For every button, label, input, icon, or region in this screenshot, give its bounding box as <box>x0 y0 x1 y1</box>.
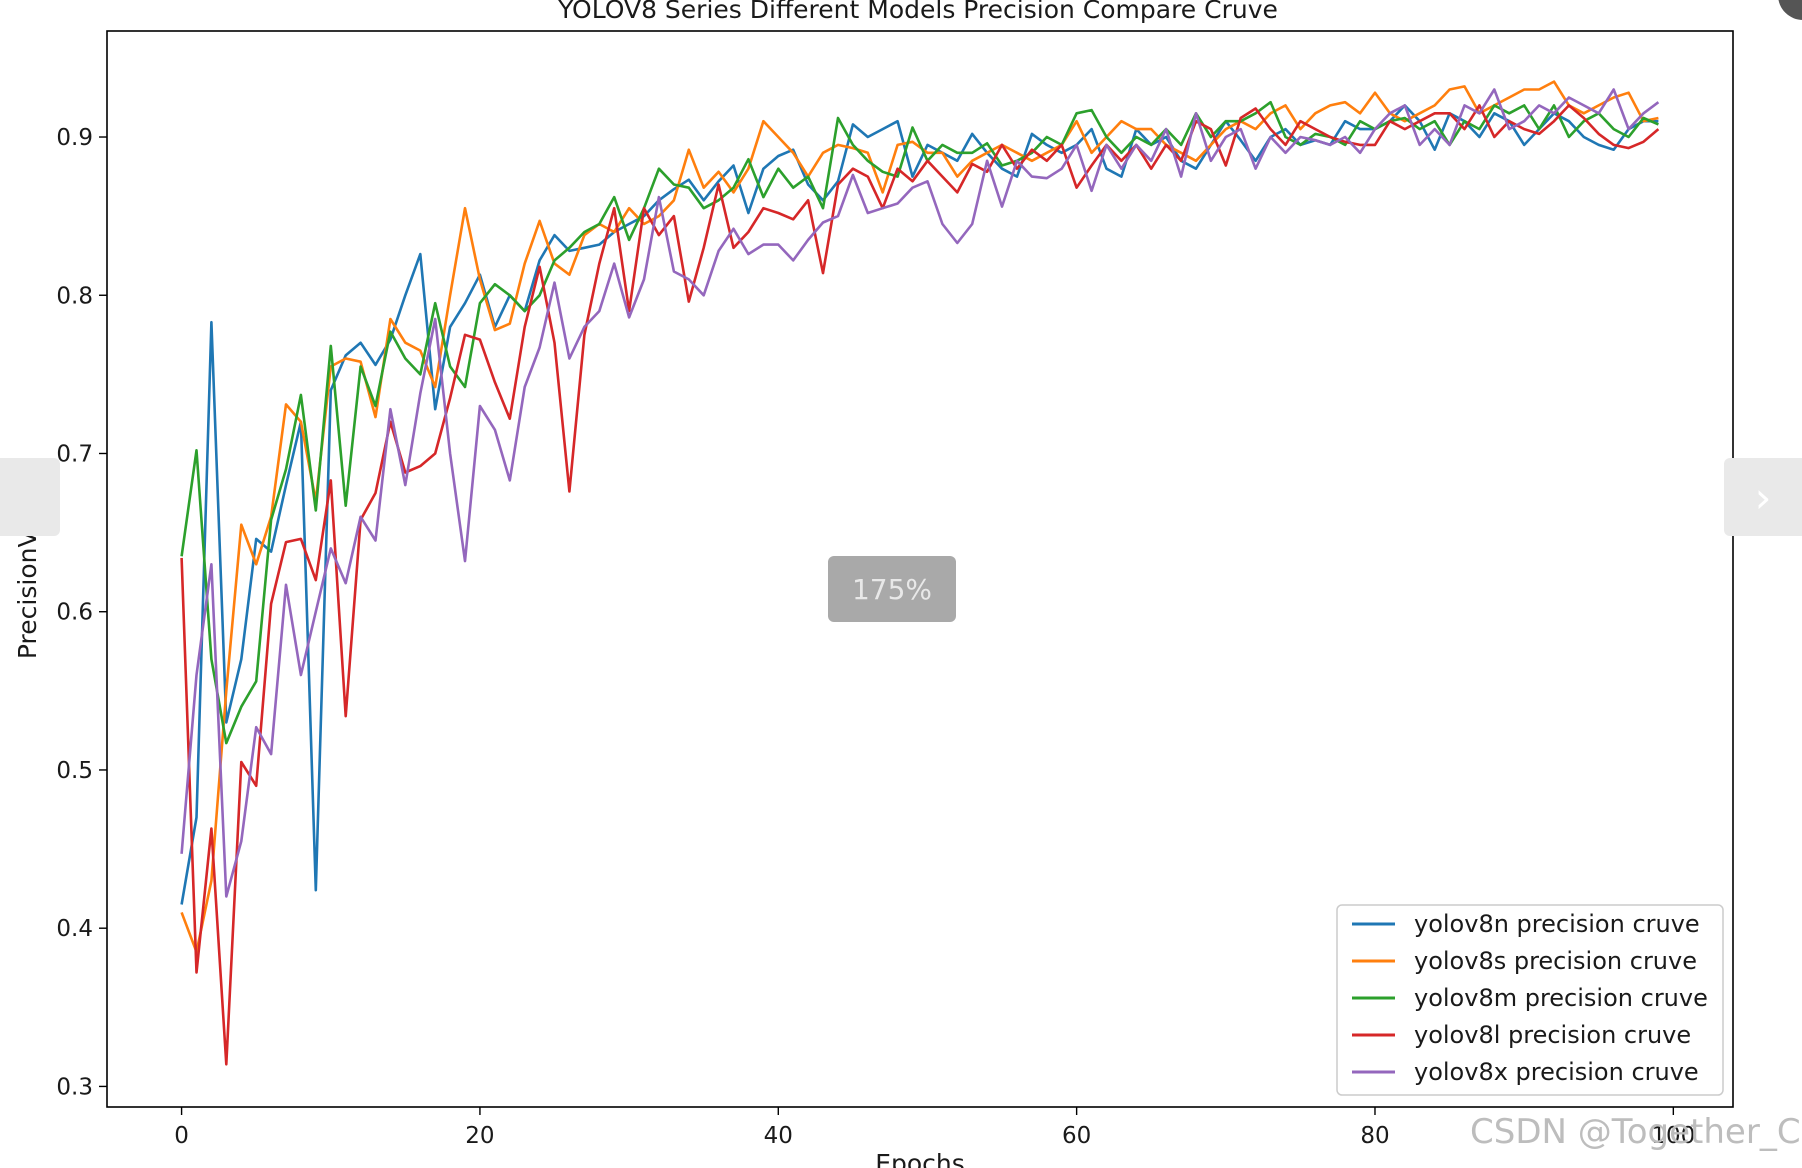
y-tick-label: 0.9 <box>56 125 93 151</box>
plot-frame <box>106 30 1734 1108</box>
x-tick-label: 40 <box>764 1123 793 1149</box>
series-line-5 <box>180 88 1660 898</box>
series-line-2 <box>180 80 1659 954</box>
series-line-1 <box>180 104 1659 905</box>
zoom-level-label: 175% <box>851 572 933 606</box>
y-tick-label: 0.4 <box>56 916 93 942</box>
series-layer <box>180 80 1660 1066</box>
series-line-3 <box>180 100 1659 745</box>
next-image-button[interactable]: › <box>1724 458 1802 536</box>
x-tick-label: 100 <box>1651 1123 1695 1149</box>
legend-label: yolov8l precision cruve <box>1414 1021 1691 1049</box>
legend-label: yolov8s precision cruve <box>1414 947 1697 975</box>
chart-title: YOLOV8 Series Different Models Precision… <box>557 0 1278 24</box>
y-tick-label: 0.7 <box>56 441 93 467</box>
legend-label: yolov8m precision cruve <box>1414 984 1708 1012</box>
x-tick-label: 20 <box>465 1123 494 1149</box>
x-tick-label: 60 <box>1062 1123 1091 1149</box>
legend-label: yolov8n precision cruve <box>1414 910 1700 938</box>
legend-label: yolov8x precision cruve <box>1414 1058 1699 1086</box>
x-axis-ticks: 0 20 40 60 80 100 <box>174 1107 1695 1149</box>
prev-image-button[interactable] <box>0 458 60 536</box>
y-tick-label: 0.5 <box>56 758 93 784</box>
y-tick-label: 0.3 <box>56 1074 93 1100</box>
legend-box <box>1336 904 1724 1096</box>
x-tick-label: 80 <box>1360 1123 1389 1149</box>
y-axis-ticks: 0.3 0.4 0.5 0.6 0.7 0.8 0.9 <box>56 125 107 1100</box>
x-axis-label: Epochs <box>875 1149 965 1168</box>
y-tick-label: 0.8 <box>56 283 93 309</box>
y-tick-label: 0.6 <box>56 600 93 626</box>
zoom-level-badge: 175% <box>828 556 956 622</box>
x-tick-label: 0 <box>174 1123 189 1149</box>
chevron-right-icon: › <box>1754 472 1772 522</box>
legend: yolov8n precision cruve yolov8s precision… <box>1336 904 1724 1096</box>
watermark: CSDN @Together_CZ <box>1470 1112 1802 1152</box>
